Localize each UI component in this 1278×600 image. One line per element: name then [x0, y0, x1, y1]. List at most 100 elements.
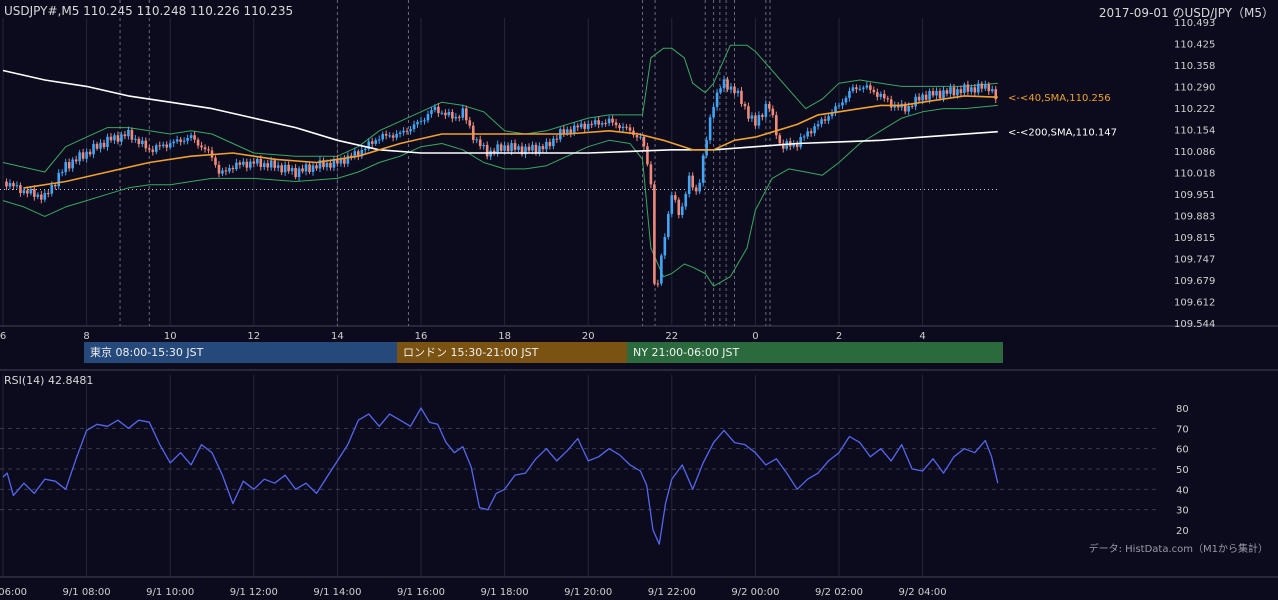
candle-body [137, 138, 141, 145]
candle-body [433, 106, 437, 111]
candle-body [485, 144, 489, 157]
hour-tick-label: 0 [752, 331, 758, 342]
candle-body [869, 85, 872, 90]
price-tick-label: 110.018 [1174, 169, 1215, 180]
candle-body [625, 126, 628, 128]
candle-body [193, 135, 196, 140]
price-tick-label: 110.493 [1174, 18, 1215, 29]
candle-body [161, 144, 165, 147]
candle-body [409, 129, 412, 132]
candle-body [576, 125, 580, 128]
candle-body [510, 143, 513, 152]
candle-body [687, 175, 691, 195]
candle-body [607, 118, 611, 124]
candle-body [966, 84, 970, 92]
candle-body [78, 152, 81, 162]
candle-body [872, 89, 876, 93]
candle-body [196, 139, 200, 146]
candle-body [492, 150, 496, 153]
candle-body [841, 102, 844, 106]
candle-body [370, 141, 374, 144]
candle-body [809, 131, 813, 134]
candle-body [980, 83, 984, 89]
candle-body [917, 96, 921, 101]
candle-body [179, 139, 182, 142]
candle-body [130, 129, 134, 140]
candle-body [820, 119, 823, 125]
candle-body [642, 136, 646, 147]
candle-body [848, 91, 851, 98]
candle-body [15, 185, 19, 187]
candle-body [579, 123, 583, 128]
hour-tick-label: 2 [836, 331, 842, 342]
candle-body [262, 163, 266, 168]
candle-body [475, 139, 479, 141]
candle-body [447, 111, 451, 116]
candle-body [57, 172, 61, 187]
candle-body [255, 158, 259, 164]
price-tick-label: 110.425 [1174, 40, 1215, 51]
candle-body [590, 123, 593, 125]
candle-body [363, 148, 367, 150]
candle-body [252, 161, 256, 164]
sma-annotation: <-<200,SMA,110.147 [1008, 128, 1117, 139]
candle-body [123, 134, 127, 137]
candle-body [259, 158, 263, 168]
candle-body [360, 149, 364, 157]
datetime-tick-label: 9/1 16:00 [397, 587, 445, 598]
candle-body [705, 140, 708, 156]
price-tick-label: 109.951 [1174, 190, 1215, 201]
session-london: ロンドン 15:30-21:00 JST [397, 342, 627, 363]
candle-body [189, 135, 193, 139]
candle-body [29, 188, 33, 194]
candle-body [621, 126, 625, 129]
candle-body [506, 145, 510, 152]
candle-body [802, 136, 806, 138]
candle-body [698, 182, 701, 192]
candle-body [249, 161, 252, 168]
candle-body [618, 125, 621, 129]
candle-body [513, 143, 517, 150]
candle-body [956, 89, 959, 96]
candle-body [85, 151, 88, 159]
candle-body [660, 255, 663, 284]
candle-body [172, 141, 175, 144]
candle-body [266, 163, 270, 168]
candle-body [398, 132, 402, 134]
candle-body [701, 155, 705, 183]
candle-body [548, 141, 552, 147]
rsi-tick-label: 60 [1176, 445, 1189, 456]
rsi-label: RSI(14) 42.8481 [4, 374, 94, 387]
candle-body [597, 120, 600, 125]
candle-body [882, 93, 886, 99]
candle-body [907, 105, 910, 112]
candle-body [141, 140, 144, 145]
candle-body [33, 188, 36, 197]
candle-body [36, 194, 40, 197]
candle-body [538, 146, 541, 153]
session-tokyo: 東京 08:00-15:30 JST [84, 342, 397, 363]
candle-body [416, 121, 419, 125]
datetime-tick-label: 9/1 08:00 [63, 587, 111, 598]
candle-body [367, 141, 371, 149]
candle-body [970, 87, 973, 92]
candle-body [715, 92, 719, 107]
candle-body [736, 90, 740, 94]
candle-body [287, 164, 290, 172]
candle-body [726, 79, 729, 90]
candle-body [987, 84, 991, 92]
candle-body [276, 165, 280, 168]
candle-body [903, 103, 907, 112]
price-tick-label: 110.358 [1174, 61, 1215, 72]
candle-body [353, 151, 357, 157]
candle-body [795, 143, 799, 148]
candle-body [747, 106, 750, 119]
candle-body [743, 103, 747, 107]
candle-body [182, 140, 186, 142]
candle-body [942, 90, 945, 99]
candle-body [778, 135, 782, 144]
datetime-tick-label: 9/1 18:00 [481, 587, 529, 598]
candle-body [694, 187, 698, 192]
hour-tick-label: 10 [164, 331, 177, 342]
